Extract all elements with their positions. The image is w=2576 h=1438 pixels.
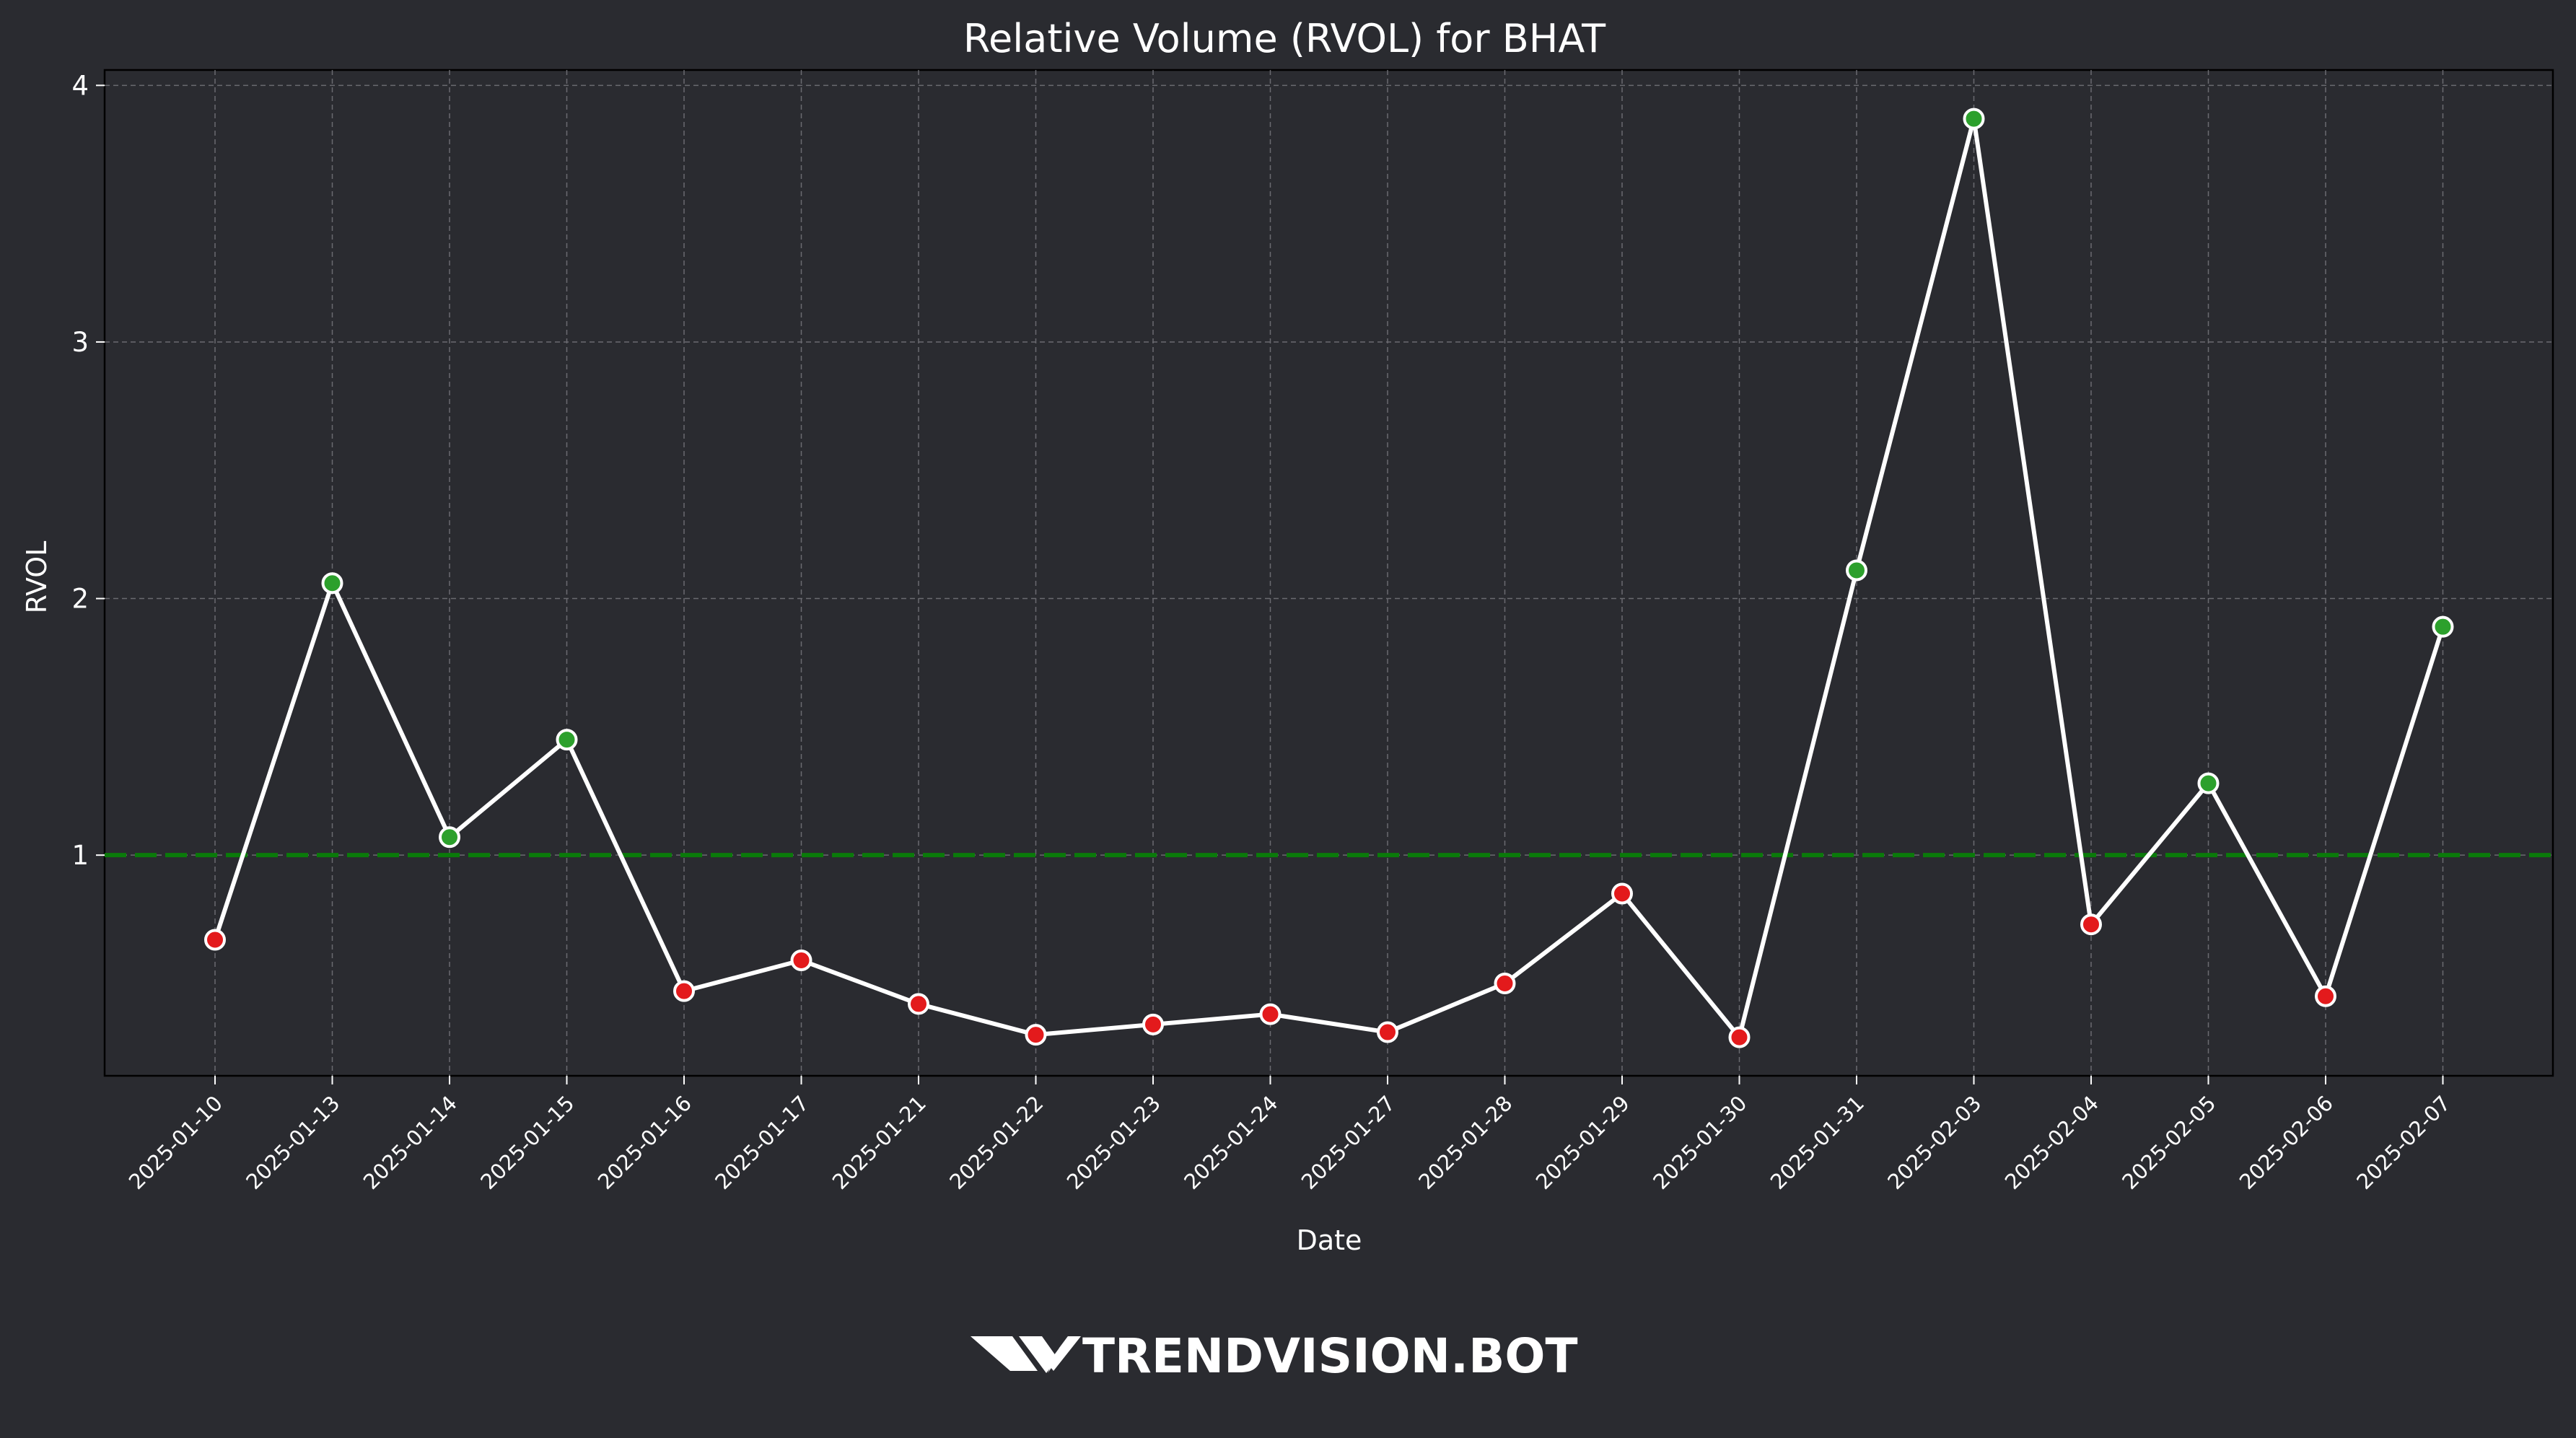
data-point — [2432, 615, 2454, 638]
data-point — [1728, 1026, 1751, 1048]
data-point — [2080, 913, 2102, 936]
data-point — [204, 929, 226, 951]
y-tick-label: 1 — [71, 840, 89, 871]
data-point — [1142, 1013, 1164, 1035]
data-point — [1494, 972, 1516, 994]
chart-title: Relative Volume (RVOL) for BHAT — [963, 16, 1606, 61]
data-point — [673, 980, 695, 1002]
y-axis-label: RVOL — [21, 541, 53, 614]
data-point — [556, 729, 578, 751]
data-point — [1377, 1021, 1398, 1043]
data-markers — [204, 108, 2454, 1048]
data-point — [321, 572, 343, 595]
watermark: TRENDVISION.BOT — [971, 1328, 1578, 1384]
data-point — [1963, 108, 1985, 130]
series-line-layer — [213, 116, 2445, 1040]
watermark-text: TRENDVISION.BOT — [1082, 1328, 1578, 1384]
data-point — [2315, 985, 2336, 1007]
y-tick-label: 4 — [71, 70, 89, 101]
data-point — [1846, 559, 1867, 582]
data-point — [790, 949, 812, 971]
data-point — [1025, 1024, 1047, 1046]
data-point — [2197, 772, 2220, 794]
plot-area — [103, 69, 2554, 1077]
series-line — [213, 116, 2445, 1040]
y-tick-label: 3 — [71, 327, 89, 358]
data-point — [908, 993, 929, 1015]
data-point — [439, 826, 460, 849]
x-axis-label: Date — [1297, 1224, 1362, 1256]
y-axis-ticks: 1 2 3 4 — [71, 70, 105, 871]
tv-logo-icon — [971, 1336, 1081, 1373]
data-point — [1259, 1003, 1282, 1025]
y-tick-label: 2 — [71, 584, 89, 615]
data-point — [1611, 882, 1633, 905]
